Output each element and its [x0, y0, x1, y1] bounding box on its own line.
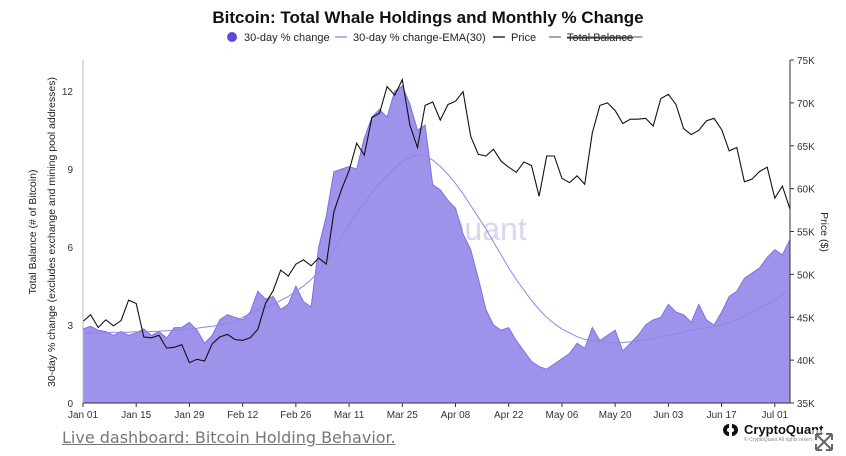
legend-label: Total Balance — [567, 32, 633, 44]
x-tick-label: May 20 — [599, 410, 632, 421]
y-right-tick-label: 70K — [797, 99, 815, 110]
expand-icon[interactable] — [812, 430, 836, 454]
y-right-tick-label: 35K — [797, 399, 815, 410]
x-ticks: Jan 01 Jan 15 Jan 29 Feb 12 Feb 26 Mar 11 Mar … — [68, 403, 789, 421]
x-tick-label: Jul 01 — [761, 410, 788, 421]
y-right-tick-label: 55K — [797, 228, 815, 239]
x-tick-label: Mar 11 — [334, 410, 365, 421]
cryptoquant-logo-icon — [723, 423, 738, 436]
x-tick-label: Mar 25 — [387, 410, 419, 421]
y-right-tick-label: 50K — [797, 270, 815, 281]
y-right-tick-label: 65K — [797, 142, 815, 153]
y-left-tick-label: 3 — [67, 321, 73, 332]
legend-label: Price — [511, 32, 536, 44]
y-right-tick-label: 40K — [797, 356, 815, 367]
brand-name: CryptoQuant — [744, 422, 824, 437]
legend: 30-day % change 30-day % change-EMA(30) Pr… — [227, 32, 643, 44]
y-right-tick-label: 45K — [797, 313, 815, 324]
y-left-tick-label: 12 — [62, 87, 74, 98]
x-tick-label: Jun 17 — [707, 410, 737, 421]
line-series-price — [82, 77, 791, 364]
ema-layer — [82, 154, 791, 344]
chart-title: Bitcoin: Total Whale Holdings and Monthl… — [212, 8, 643, 27]
area-layer — [82, 85, 791, 404]
y-left-tick-label: 9 — [67, 165, 73, 176]
x-tick-label: Jun 03 — [653, 410, 683, 421]
y-right-axis-title: Price ($) — [818, 212, 830, 252]
price-layer — [82, 77, 791, 364]
x-tick-label: Jan 15 — [121, 410, 151, 421]
brand-copyright: © CryptoQuant All rights reserved. — [744, 437, 820, 443]
y-left-axis-title-line2: 30-day % change (excludes exchange and m… — [46, 77, 58, 387]
y-left-tick-label: 0 — [67, 399, 73, 410]
y-right-tick-label: 75K — [797, 56, 815, 67]
legend-dot-icon — [227, 32, 237, 42]
x-tick-label: May 06 — [546, 410, 579, 421]
y-right-ticks: 35K 40K 45K 50K 55K 60K 65K 70K 75K — [790, 56, 815, 410]
y-left-tick-label: 6 — [67, 243, 73, 254]
legend-label: 30-day % change — [244, 32, 330, 44]
x-tick-label: Jan 29 — [174, 410, 204, 421]
x-tick-label: Feb 26 — [280, 410, 312, 421]
y-left-ticks: 0 3 6 9 12 — [62, 87, 74, 410]
x-tick-label: Feb 12 — [227, 410, 259, 421]
line-series-ema30 — [82, 154, 791, 344]
brand-logo: CryptoQuant — [722, 422, 823, 437]
area-series-30day-change — [82, 85, 791, 404]
dashboard-link[interactable]: Live dashboard: Bitcoin Holding Behavior… — [62, 428, 396, 447]
x-tick-label: Jan 01 — [68, 410, 98, 421]
y-right-tick-label: 60K — [797, 185, 815, 196]
y-left-axis-title-line1: Total Balance (# of Bitcoin) — [27, 170, 39, 295]
x-tick-label: Apr 08 — [441, 410, 471, 421]
legend-label: 30-day % change-EMA(30) — [353, 32, 486, 44]
x-tick-label: Apr 22 — [494, 410, 524, 421]
